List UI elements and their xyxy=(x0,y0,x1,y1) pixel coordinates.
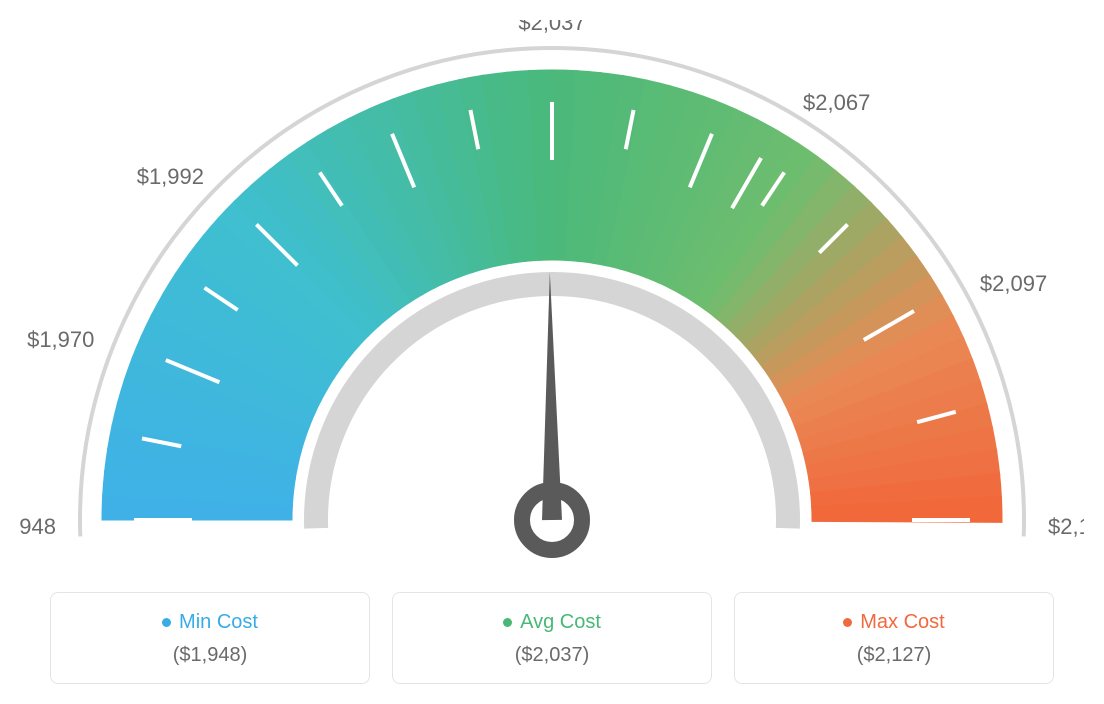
legend-title-text: Min Cost xyxy=(179,611,258,634)
legend-title-text: Max Cost xyxy=(860,611,944,634)
legend-title: Min Cost xyxy=(162,611,258,634)
gauge-tick-label: $1,992 xyxy=(137,164,204,189)
gauge-chart: $1,948 $1,970 $1,992 $2,037 $2,067 $2,097 $2,1… xyxy=(20,20,1084,580)
gauge-tick-label: $1,948 xyxy=(20,514,56,539)
legend-title: Avg Cost xyxy=(503,611,601,634)
gauge-tick-label: $2,127 xyxy=(1048,514,1084,539)
legend-bullet-icon xyxy=(162,618,171,627)
legend-title-text: Avg Cost xyxy=(520,611,601,634)
legend-bullet-icon xyxy=(503,618,512,627)
gauge-tick-label: $2,067 xyxy=(803,90,870,115)
legend-row: Min Cost ($1,948) Avg Cost ($2,037) Max Cost… xyxy=(20,592,1084,684)
legend-bullet-icon xyxy=(843,618,852,627)
gauge-tick-label: $2,037 xyxy=(518,20,585,35)
legend-value: ($2,127) xyxy=(735,644,1053,667)
legend-card: Min Cost ($1,948) xyxy=(50,592,370,684)
legend-card: Max Cost ($2,127) xyxy=(734,592,1054,684)
gauge-tick-label: $2,097 xyxy=(980,271,1047,296)
legend-value: ($2,037) xyxy=(393,644,711,667)
gauge-svg: $1,948 $1,970 $1,992 $2,037 $2,067 $2,097 $2,1… xyxy=(20,20,1084,580)
gauge-tick-label: $1,970 xyxy=(27,327,94,352)
legend-title: Max Cost xyxy=(843,611,944,634)
legend-card: Avg Cost ($2,037) xyxy=(392,592,712,684)
legend-value: ($1,948) xyxy=(51,644,369,667)
